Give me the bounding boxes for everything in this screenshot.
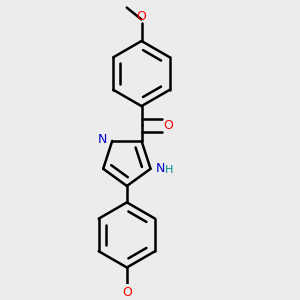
Text: O: O xyxy=(164,119,173,132)
Text: N: N xyxy=(98,133,107,146)
Text: O: O xyxy=(122,286,132,299)
Text: N: N xyxy=(156,162,165,175)
Text: O: O xyxy=(136,10,146,23)
Text: H: H xyxy=(165,165,174,175)
